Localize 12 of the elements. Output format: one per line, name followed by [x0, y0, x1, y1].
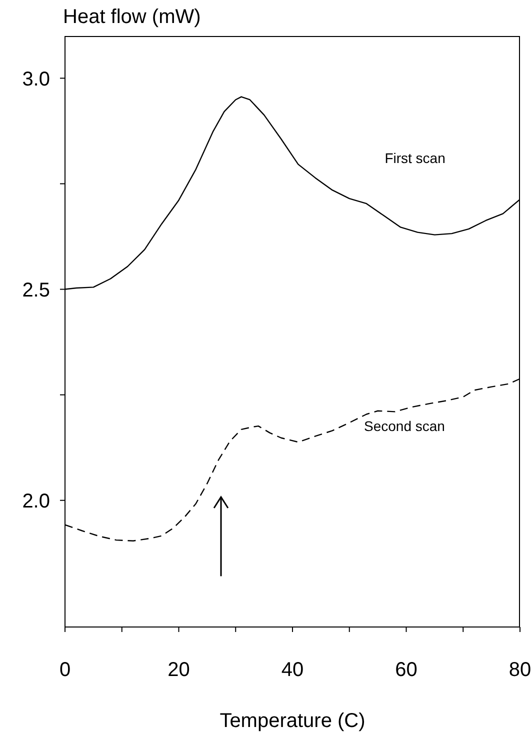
- x-tick-label: 60: [395, 659, 418, 682]
- x-tick-label: 0: [59, 659, 71, 682]
- series-label: Second scan: [364, 418, 445, 434]
- y-tick-label: 2.5: [22, 279, 50, 302]
- y-axis-title: Heat flow (mW): [63, 6, 201, 29]
- y-tick-label: 2.0: [22, 490, 50, 512]
- x-tick-label: 40: [281, 659, 304, 682]
- x-tick-label: 80: [508, 659, 532, 682]
- x-axis-title: Temperature (C): [220, 710, 366, 732]
- text: First scan: [384, 150, 446, 166]
- x-tick-label: 20: [168, 659, 190, 682]
- y-tick-label: 3.0: [22, 68, 50, 90]
